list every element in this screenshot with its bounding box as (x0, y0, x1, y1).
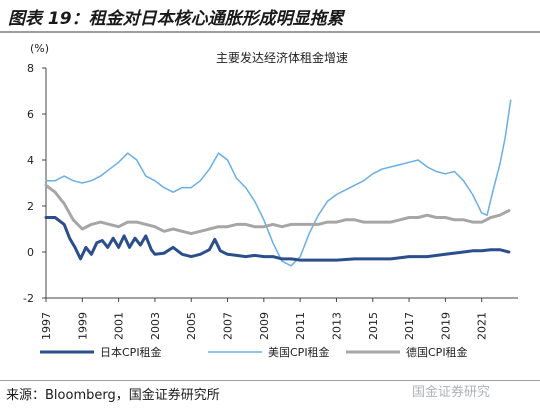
x-tick-label: 2015 (367, 312, 380, 340)
legend-label-3: 德国CPI租金 (406, 345, 468, 359)
x-tick-label: 2007 (222, 312, 235, 340)
y-tick-label: 2 (27, 200, 34, 213)
x-tick-label: 2001 (113, 312, 126, 340)
title-rule (0, 31, 540, 33)
x-tick-label: 2017 (403, 312, 416, 340)
legend-label-2: 美国CPI租金 (268, 345, 330, 359)
x-tick-label: 2005 (185, 312, 198, 340)
x-tick-label: 1999 (76, 312, 89, 340)
y-tick-label: 6 (27, 108, 34, 121)
y-tick-label: 0 (27, 246, 34, 259)
x-tick-label: 2013 (330, 312, 343, 340)
series-line-1 (44, 216, 511, 262)
x-tick-label: 1997 (40, 312, 53, 340)
series-line-2 (45, 99, 512, 267)
y-tick-label: 4 (27, 154, 34, 167)
x-tick-label: 2021 (476, 312, 489, 340)
line-chart: 主要发达经济体租金增速 (%) -2 0 2 4 6 8 1997 1999 2001 2003 200… (23, 42, 518, 359)
watermark-logo: 国金证券研究 (412, 381, 490, 400)
x-tick-label: 2003 (149, 312, 162, 340)
source-note: 来源：Bloomberg，国金证券研究所 (6, 388, 220, 403)
watermark-text: 国金证券研究 (412, 385, 491, 400)
y-axis-unit: (%) (30, 42, 49, 55)
chart-title: 主要发达经济体租金增速 (216, 50, 348, 65)
x-tick-label: 2019 (439, 312, 452, 340)
x-tick-label: 2011 (294, 312, 307, 340)
legend-label-1: 日本CPI租金 (100, 345, 162, 359)
footer-rule (0, 380, 540, 381)
x-tick-label: 2009 (258, 312, 271, 340)
y-tick-label: 8 (27, 62, 34, 75)
y-tick-label: -2 (23, 292, 34, 305)
figure-title: 图表 19：租金对日本核心通胀形成明显拖累 (8, 9, 344, 29)
series-line-3 (44, 183, 511, 236)
